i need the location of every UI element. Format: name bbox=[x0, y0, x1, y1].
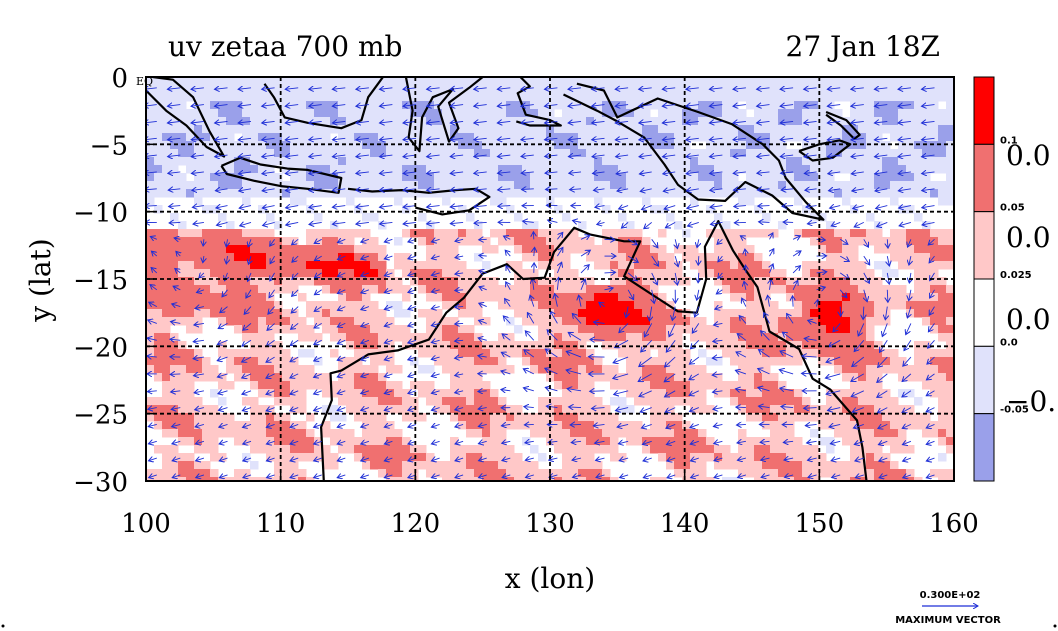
lat-lon-grid bbox=[146, 77, 954, 481]
colorbar-level-label: 0.0 bbox=[1000, 337, 1018, 348]
x-tick-label: 160 bbox=[929, 509, 979, 539]
corner-dot-left bbox=[1, 624, 5, 628]
y-tick-label: 0 bbox=[111, 64, 128, 94]
colorbar-swatch bbox=[973, 211, 995, 280]
map-title: uv zetaa 700 mb bbox=[168, 30, 402, 63]
colorbar-swatch bbox=[973, 76, 995, 145]
y-tick-label: −5 bbox=[90, 131, 128, 161]
x-tick-label: 130 bbox=[525, 509, 575, 539]
y-axis: 0 −5 −10 −15 −20 −25 −30 bbox=[73, 64, 154, 498]
max-vector-legend: 0.300E+02 MAXIMUM VECTOR bbox=[895, 590, 1001, 626]
x-tick-label: 140 bbox=[660, 509, 710, 539]
x-tick-label: 120 bbox=[391, 509, 441, 539]
y-tick-label: −10 bbox=[73, 199, 128, 229]
wind-vectors bbox=[146, 88, 935, 478]
y-tick-label: −20 bbox=[73, 333, 128, 363]
x-tick-label: 110 bbox=[256, 509, 306, 539]
plot-area bbox=[146, 77, 954, 481]
equator-tag: EQ bbox=[136, 75, 153, 88]
colorbar-overflow-label: −0. bbox=[1006, 385, 1056, 418]
colorbar-level-label: 0.1 bbox=[1000, 135, 1018, 146]
map-datetime: 27 Jan 18Z bbox=[786, 30, 940, 63]
colorbar-level-label: 0.05 bbox=[1000, 203, 1025, 214]
x-tick-label: 100 bbox=[121, 509, 171, 539]
colorbar-swatch bbox=[973, 413, 995, 482]
colorbar-swatch bbox=[973, 278, 995, 347]
colorbar-level-label: -0.05 bbox=[1000, 405, 1029, 416]
x-axis: 100 110 120 130 140 150 160 bbox=[121, 473, 979, 539]
y-tick-label: −30 bbox=[73, 468, 128, 498]
max-vector-value: 0.300E+02 bbox=[920, 590, 981, 601]
colorbar-overflow-label: 0.0 bbox=[1006, 303, 1051, 336]
colorbar-swatch bbox=[973, 143, 995, 213]
y-tick-label: −15 bbox=[73, 266, 128, 296]
max-vector-label: MAXIMUM VECTOR bbox=[895, 615, 1001, 626]
x-axis-label: x (lon) bbox=[505, 562, 595, 595]
colorbar-overflow-label: 0.0 bbox=[1006, 221, 1051, 254]
y-axis-label: y (lat) bbox=[24, 238, 57, 322]
colorbar-overflow-label: 0.0 bbox=[1006, 139, 1051, 172]
corner-dot-right bbox=[1053, 624, 1057, 628]
colorbar-swatch bbox=[973, 345, 995, 415]
colorbar-level-label: 0.025 bbox=[1000, 270, 1032, 281]
y-tick-label: −25 bbox=[73, 401, 128, 431]
x-tick-label: 150 bbox=[795, 509, 845, 539]
